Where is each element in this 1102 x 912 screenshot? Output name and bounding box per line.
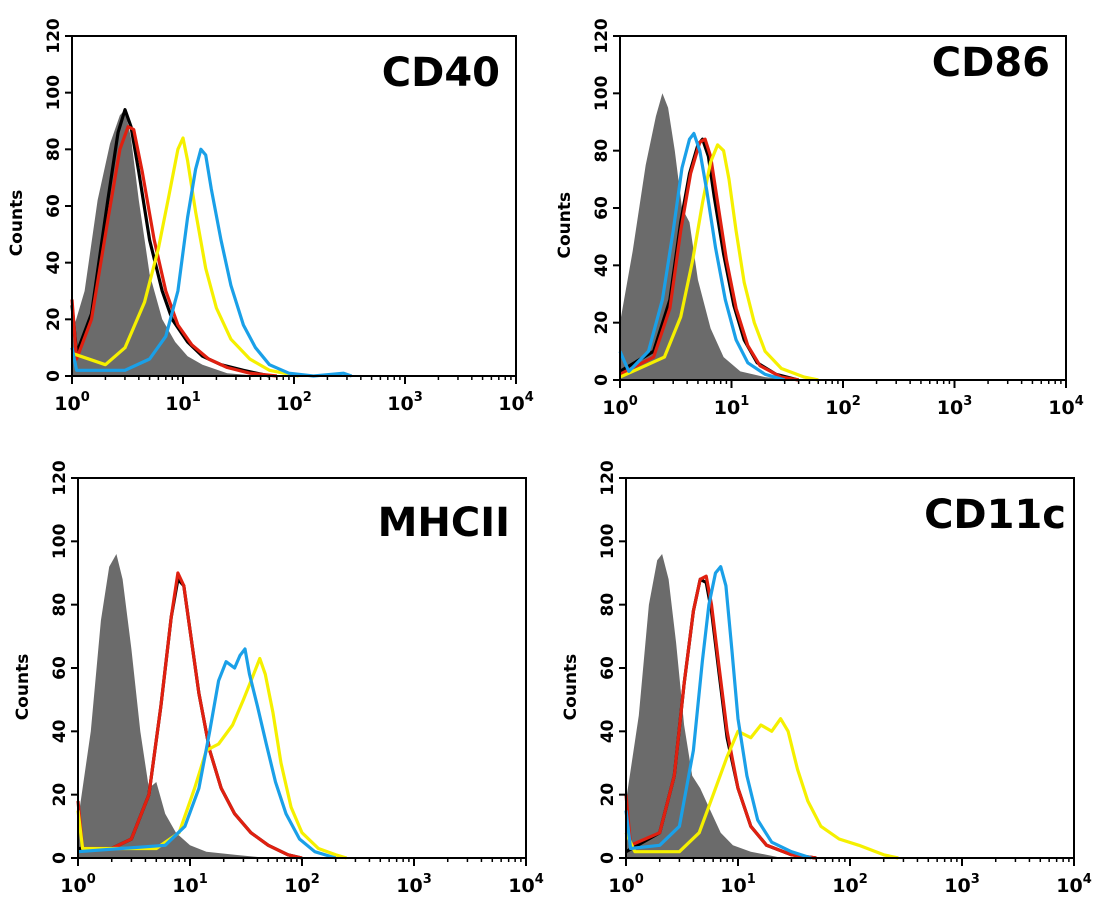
y-axis-label: Counts [13, 654, 33, 721]
panel-title: CD40 [382, 50, 500, 96]
panel-cd86: 0 20 40 60 80 100 120 Counts 100 101 102 103 104 CD86 [555, 18, 1084, 419]
x-tick-label: 100 [608, 872, 644, 897]
panel-mhcii: 0 20 40 60 80 100 120 Counts 100 101 102 103 104 MHCI… [13, 460, 544, 897]
y-tick-label: 80 [50, 593, 70, 617]
panel-title: CD11c [924, 492, 1066, 538]
x-tick-label: 104 [1056, 872, 1092, 897]
series-blue-line [70, 147, 353, 378]
y-tick-label: 40 [598, 719, 618, 743]
x-tick-label: 102 [284, 872, 320, 897]
y-tick-label: 100 [592, 75, 612, 111]
y-tick-label: 120 [598, 460, 618, 496]
y-tick-label: 0 [50, 852, 70, 864]
y-axis-label: Counts [555, 192, 575, 259]
x-tick-label: 102 [832, 872, 868, 897]
y-tick-label: 60 [50, 656, 70, 680]
series-isotype-histogram [72, 109, 261, 376]
series-red-line [624, 574, 817, 860]
series-red-line [76, 571, 303, 860]
x-tick-label: 100 [60, 872, 96, 897]
y-tick-label: 40 [592, 253, 612, 277]
y-tick-label: 0 [44, 370, 64, 382]
panel-cd40: 0 20 40 60 80 100 120 Counts 100 101 102 103 104 CD40 [7, 18, 534, 415]
series-isotype-histogram [78, 554, 269, 858]
y-tick-label: 80 [598, 593, 618, 617]
y-tick-label: 100 [598, 523, 618, 559]
y-tick-label: 0 [592, 374, 612, 386]
x-tick-label: 103 [387, 390, 423, 415]
x-tick-label: 102 [825, 394, 861, 419]
series-yellow-line [619, 143, 819, 382]
panel-title: CD86 [932, 40, 1050, 86]
y-tick-label: 80 [44, 137, 64, 161]
x-tick-label: 104 [508, 872, 544, 897]
x-tick-label: 100 [54, 390, 90, 415]
panel-title: MHCII [378, 500, 510, 546]
x-tick-label: 103 [937, 394, 973, 419]
y-tick-label: 20 [592, 311, 612, 335]
series-red-line [619, 137, 799, 382]
panel-cd11c: 0 20 40 60 80 100 120 Counts 100 101 102 103 104 CD11… [561, 460, 1092, 897]
y-tick-label: 60 [592, 196, 612, 220]
series-isotype-histogram [626, 554, 783, 858]
x-tick-label: 103 [396, 872, 432, 897]
y-axis-label: Counts [561, 654, 581, 721]
series-isotype-histogram [620, 93, 793, 381]
x-tick-label: 101 [172, 872, 208, 897]
series-blue-line [624, 565, 812, 860]
x-tick-label: 103 [944, 872, 980, 897]
y-tick-label: 80 [592, 139, 612, 163]
y-tick-label: 40 [44, 251, 64, 275]
x-tick-label: 101 [720, 872, 756, 897]
y-tick-label: 20 [50, 783, 70, 807]
series-yellow-line [71, 136, 299, 378]
y-tick-label: 120 [50, 460, 70, 496]
y-tick-label: 20 [44, 307, 64, 331]
y-tick-label: 120 [44, 18, 64, 54]
series-red-line [70, 125, 277, 378]
series-yellow-line [624, 717, 899, 860]
y-tick-label: 100 [50, 523, 70, 559]
x-tick-label: 104 [1048, 394, 1084, 419]
y-tick-label: 120 [592, 18, 612, 54]
series-blue-line [77, 647, 337, 860]
x-tick-label: 101 [165, 390, 201, 415]
y-tick-label: 0 [598, 852, 618, 864]
y-tick-label: 20 [598, 783, 618, 807]
y-tick-label: 60 [44, 194, 64, 218]
y-tick-label: 60 [598, 656, 618, 680]
x-tick-label: 102 [276, 390, 312, 415]
x-tick-label: 104 [498, 390, 534, 415]
y-axis-label: Counts [7, 190, 27, 257]
y-tick-label: 100 [44, 75, 64, 111]
x-tick-label: 100 [602, 394, 638, 419]
y-tick-label: 40 [50, 719, 70, 743]
x-tick-label: 101 [714, 394, 750, 419]
series-blue-line [618, 131, 786, 382]
